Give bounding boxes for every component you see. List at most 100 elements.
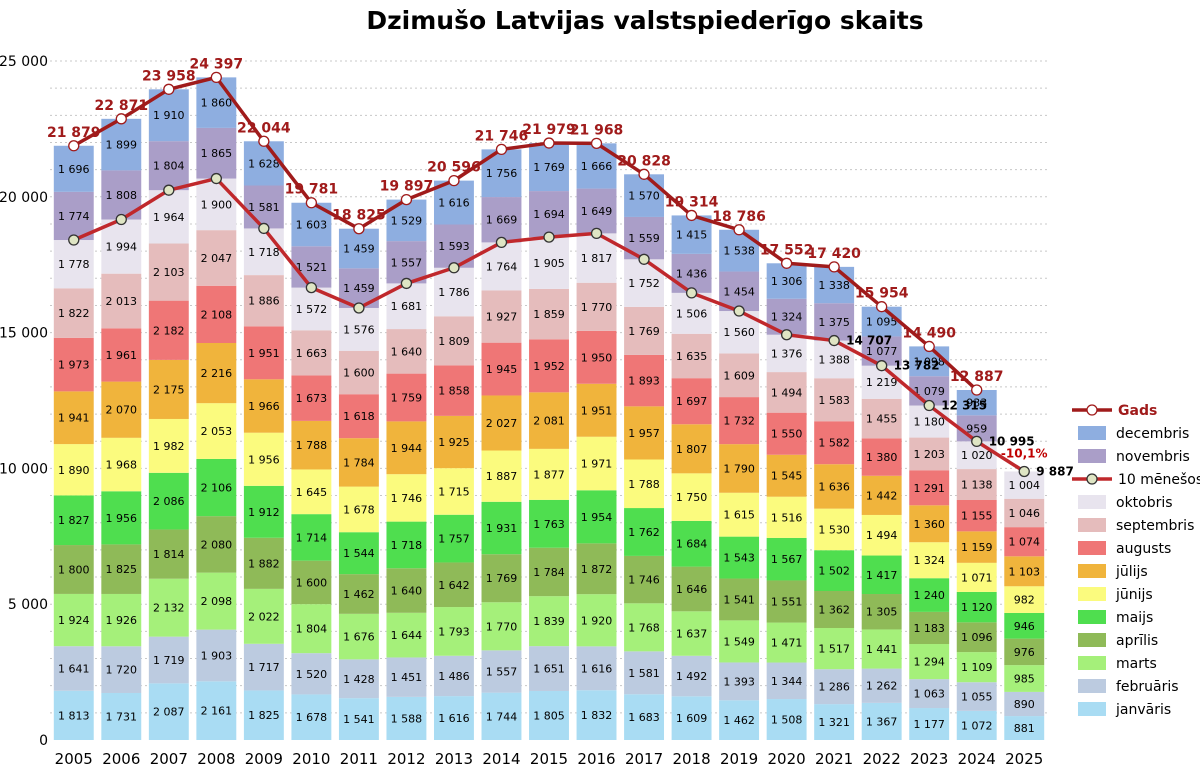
bar-segment	[196, 285, 237, 344]
bar-segment	[1004, 586, 1045, 613]
bar-segment	[338, 532, 379, 575]
bar-segment	[196, 77, 237, 128]
segment-label: 1 807	[676, 443, 708, 456]
bar-segment	[1004, 665, 1045, 692]
x-tick-label: 2006	[102, 750, 140, 767]
segment-label: 1 492	[676, 670, 708, 683]
bar-segment	[101, 273, 142, 329]
bar-segment	[433, 514, 474, 563]
segment-label: 1 055	[961, 691, 993, 704]
bar-segment	[814, 627, 855, 670]
bar-segment	[766, 263, 807, 299]
legend-label: aprīlis	[1116, 633, 1158, 649]
x-tick-label: 2016	[577, 750, 615, 767]
bar-segment	[338, 698, 379, 740]
segment-label: 1 788	[296, 439, 328, 452]
segment-label: 1 286	[818, 681, 850, 694]
x-tick-label: 2020	[768, 750, 806, 767]
legend-label: marts	[1116, 656, 1157, 672]
bar-segment	[909, 470, 950, 506]
bar-segment	[53, 690, 94, 740]
segment-label: 1 324	[913, 554, 945, 567]
segment-label: 2 161	[201, 705, 233, 718]
bar-segment	[243, 537, 284, 589]
bar-segment	[243, 326, 284, 380]
bar-segment	[576, 543, 617, 595]
segment-label: 1 046	[1008, 507, 1040, 520]
segment-label: 1 957	[628, 427, 660, 440]
x-tick-label: 2008	[197, 750, 235, 767]
segment-label: 1 305	[866, 606, 898, 619]
segment-label: 1 637	[676, 628, 708, 641]
bar-segment	[481, 602, 522, 651]
line-marker	[115, 213, 127, 226]
bar-segment	[53, 288, 94, 338]
bar-segment	[433, 696, 474, 740]
bar-segment	[433, 562, 474, 608]
segment-label: 1 769	[486, 572, 518, 585]
legend-swatch	[1078, 679, 1106, 693]
line-marker	[163, 83, 175, 95]
bar-segment	[338, 438, 379, 487]
ten-month-data-label: 9 887	[1036, 464, 1074, 478]
segment-label: 1 600	[343, 366, 375, 379]
line-marker	[210, 71, 222, 84]
gads-data-label: 15 954	[855, 286, 909, 302]
bar-segment	[386, 241, 427, 284]
segment-label: 1 890	[58, 464, 90, 477]
bar-segment	[766, 372, 807, 413]
segment-label: 1 360	[913, 518, 945, 531]
segment-label: 1 945	[486, 363, 518, 376]
legend-swatch	[1078, 633, 1106, 647]
segment-label: 1 663	[296, 347, 328, 360]
segment-label: 1 718	[248, 246, 280, 259]
line-marker	[685, 209, 698, 222]
segment-label: 1 839	[533, 615, 565, 628]
bar-segment	[101, 692, 142, 740]
segment-label: 1 714	[296, 531, 328, 544]
x-tick-label: 2017	[625, 750, 663, 767]
line-marker	[828, 261, 840, 273]
segment-label: 1 951	[248, 347, 280, 360]
bar-segment	[719, 353, 760, 398]
bar-segment	[956, 652, 997, 683]
line-marker	[163, 184, 175, 196]
segment-label: 1 697	[676, 395, 708, 408]
bar-segment	[1004, 691, 1045, 717]
bar-segment	[386, 612, 427, 658]
bar-segment	[766, 334, 807, 373]
y-tick-label: 5 000	[8, 597, 48, 613]
segment-label: 1 120	[961, 601, 993, 614]
segment-label: 1 609	[723, 369, 755, 382]
bar-segment	[1004, 716, 1045, 740]
segment-label: 1 593	[438, 240, 470, 253]
segment-label: 1 808	[106, 189, 138, 202]
bar-segment	[529, 547, 569, 597]
bar-segment	[624, 459, 665, 509]
bar-segment	[814, 704, 855, 740]
x-tick-label: 2024	[958, 750, 996, 767]
bar-segment	[196, 403, 237, 459]
segment-label: 1 616	[438, 197, 470, 210]
line-marker	[258, 135, 270, 147]
segment-label: 1 581	[628, 667, 660, 680]
bar-segment	[386, 373, 427, 422]
bar-segment	[481, 692, 522, 740]
bar-segment	[53, 391, 94, 445]
gads-data-label: 12 887	[950, 369, 1004, 385]
bar-segment	[624, 603, 665, 652]
segment-label: 1 219	[866, 376, 898, 389]
bar-segment	[861, 668, 902, 703]
segment-label: 1 720	[106, 664, 138, 677]
bar-segment	[956, 469, 997, 500]
segment-label: 2 081	[533, 415, 565, 428]
segment-label: 1 971	[581, 458, 613, 471]
segment-label: 1 628	[248, 157, 280, 170]
segment-label: 2 106	[201, 482, 233, 495]
gads-data-label: 21 879	[47, 125, 101, 141]
x-tick-label: 2019	[720, 750, 758, 767]
segment-label: 1 805	[533, 709, 565, 722]
bar-segment	[814, 421, 855, 465]
bar-segment	[433, 180, 474, 225]
bar-segment	[291, 420, 332, 470]
